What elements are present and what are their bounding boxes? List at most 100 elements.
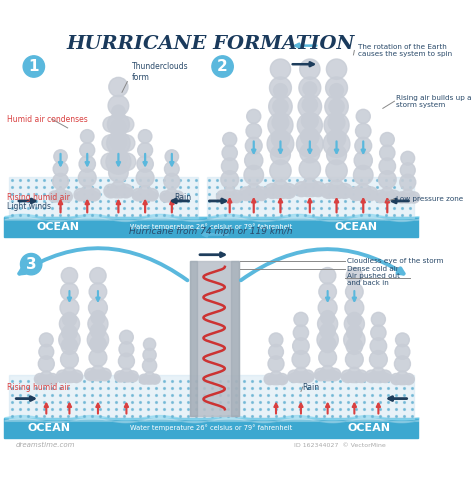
Circle shape — [61, 350, 78, 368]
Bar — [4, 217, 419, 237]
Circle shape — [164, 174, 180, 189]
Circle shape — [99, 368, 111, 381]
Circle shape — [118, 353, 135, 369]
Circle shape — [246, 184, 261, 199]
Circle shape — [396, 371, 409, 383]
Text: Rising humid air: Rising humid air — [7, 383, 70, 391]
Circle shape — [264, 184, 280, 199]
Circle shape — [118, 135, 135, 151]
Circle shape — [301, 370, 314, 383]
Circle shape — [302, 178, 318, 195]
Circle shape — [127, 371, 138, 382]
Circle shape — [212, 56, 233, 77]
Ellipse shape — [265, 375, 287, 385]
Ellipse shape — [35, 375, 57, 385]
Ellipse shape — [75, 190, 100, 201]
Circle shape — [112, 105, 125, 119]
Circle shape — [294, 367, 308, 381]
Text: Dense cold air: Dense cold air — [347, 266, 399, 271]
Circle shape — [364, 187, 378, 201]
Text: 3: 3 — [26, 256, 36, 272]
Circle shape — [354, 165, 373, 185]
Bar — [9, 177, 198, 218]
Circle shape — [394, 356, 410, 372]
Circle shape — [173, 191, 184, 202]
Circle shape — [321, 365, 334, 379]
Circle shape — [132, 188, 145, 201]
Circle shape — [90, 268, 106, 284]
Circle shape — [119, 184, 133, 198]
Text: OCEAN: OCEAN — [36, 222, 79, 232]
Circle shape — [35, 374, 46, 385]
Circle shape — [401, 189, 414, 201]
Circle shape — [136, 169, 154, 187]
Circle shape — [355, 137, 372, 154]
Circle shape — [78, 169, 96, 187]
Circle shape — [269, 95, 292, 118]
Circle shape — [49, 191, 60, 202]
Text: Rising air builds up a
storm system: Rising air builds up a storm system — [396, 95, 472, 107]
Circle shape — [164, 161, 179, 176]
Circle shape — [356, 109, 370, 123]
Text: Water temperature 26° celsius or 79° fahrenheit: Water temperature 26° celsius or 79° fah… — [130, 223, 292, 230]
Circle shape — [61, 283, 78, 301]
Ellipse shape — [85, 370, 110, 381]
Ellipse shape — [289, 372, 313, 383]
Circle shape — [60, 298, 79, 317]
Circle shape — [160, 191, 171, 202]
Circle shape — [380, 145, 395, 161]
Circle shape — [328, 180, 345, 196]
Circle shape — [403, 374, 414, 385]
Circle shape — [346, 268, 363, 284]
Circle shape — [62, 325, 77, 340]
Text: Air pushed out
and back in: Air pushed out and back in — [347, 273, 400, 286]
Ellipse shape — [240, 189, 267, 201]
Text: Low pressure zone: Low pressure zone — [396, 196, 464, 202]
Circle shape — [143, 348, 156, 362]
Circle shape — [165, 150, 179, 163]
Circle shape — [119, 342, 134, 357]
Circle shape — [146, 188, 158, 201]
Circle shape — [346, 350, 363, 368]
Circle shape — [269, 345, 283, 359]
Circle shape — [346, 338, 363, 354]
Circle shape — [388, 190, 401, 203]
Circle shape — [144, 338, 155, 350]
Text: Water temperature 26° celsius or 79° fahrenheit: Water temperature 26° celsius or 79° fah… — [130, 425, 292, 431]
Bar — [207, 177, 414, 218]
Circle shape — [354, 151, 373, 170]
Circle shape — [221, 158, 238, 174]
Circle shape — [270, 77, 292, 99]
Circle shape — [337, 184, 352, 199]
Circle shape — [314, 368, 327, 381]
Circle shape — [328, 368, 341, 381]
Ellipse shape — [342, 372, 367, 383]
Circle shape — [63, 367, 76, 381]
Circle shape — [38, 356, 55, 372]
Circle shape — [349, 187, 363, 201]
Circle shape — [381, 187, 394, 201]
Circle shape — [345, 298, 364, 317]
Circle shape — [143, 359, 157, 373]
Circle shape — [319, 336, 336, 352]
Text: dreamstime.com: dreamstime.com — [16, 442, 75, 448]
Circle shape — [277, 374, 288, 385]
Circle shape — [324, 113, 349, 138]
Circle shape — [111, 120, 126, 134]
Circle shape — [81, 130, 94, 143]
Circle shape — [297, 113, 322, 138]
Circle shape — [298, 95, 321, 118]
Circle shape — [23, 56, 45, 77]
Circle shape — [379, 158, 396, 174]
Bar — [9, 375, 414, 419]
Circle shape — [244, 165, 264, 185]
Circle shape — [137, 156, 153, 172]
Circle shape — [300, 143, 320, 163]
Circle shape — [391, 374, 402, 385]
Circle shape — [20, 254, 42, 275]
Text: Thunderclouds
form: Thunderclouds form — [132, 62, 188, 81]
Circle shape — [346, 283, 363, 301]
Circle shape — [380, 133, 394, 147]
Circle shape — [288, 370, 300, 383]
Text: ID 162344027  © VectorMine: ID 162344027 © VectorMine — [294, 443, 385, 448]
